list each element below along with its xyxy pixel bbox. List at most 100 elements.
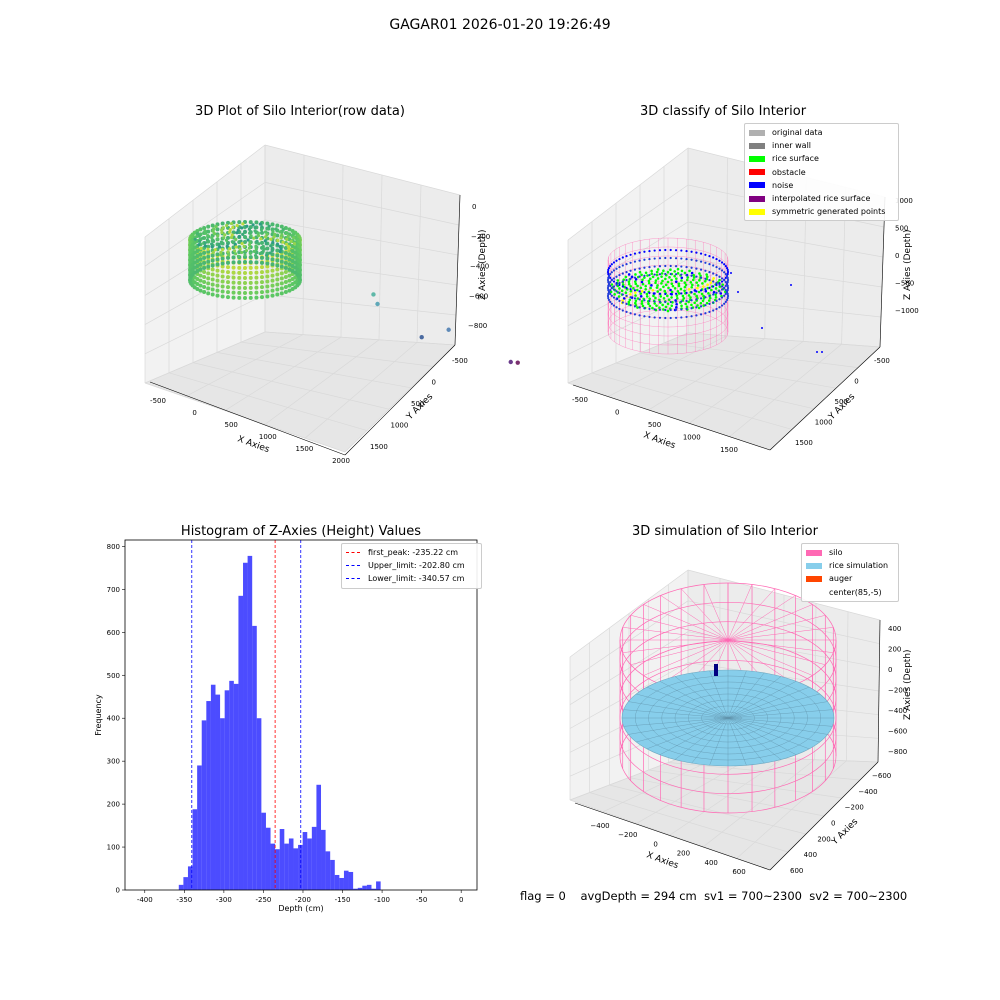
panel3-bar-16 <box>252 625 257 890</box>
panel2-legend-swatch-4 <box>749 182 765 189</box>
panel2-ztick-4: −1000 <box>895 307 919 315</box>
panel2-legend: original data inner wall rice surface obsta… <box>744 123 899 222</box>
panel3-bar-33 <box>330 859 335 890</box>
panel3-legend-item-1: Upper_limit: -202.80 cm <box>346 559 477 572</box>
panel3-bar-9 <box>220 718 225 890</box>
panel2-legend-label-5: interpolated rice surface <box>772 194 871 204</box>
panel3-title: Histogram of Z-Axies (Height) Values <box>180 524 422 539</box>
panel3-xtick-7: -50 <box>416 896 427 904</box>
panel3-axes-frame <box>124 539 478 891</box>
panel3-bar-24 <box>288 838 294 890</box>
panel3-ytick-7: 700 <box>107 586 120 594</box>
panel4-xtick-2: 0 <box>653 840 657 848</box>
panel4-ztick-5: −600 <box>888 728 907 736</box>
panel4-legend-item-0: silo <box>806 546 894 559</box>
panel2-ytick-0: 1500 <box>795 439 813 447</box>
panel3-legend-item-0: first_peak: -235.22 cm <box>346 546 477 559</box>
panel2-z-ticks: 1000 500 0 −500 −1000 <box>895 197 919 315</box>
panel2-legend-label-6: symmetric generated points <box>772 207 886 217</box>
panel2-legend-swatch-6 <box>749 208 765 215</box>
panel4-xtick-1: −200 <box>618 831 637 839</box>
panel4-title: 3D simulation of Silo Interior <box>632 524 818 539</box>
panel2-legend-item-4: noise <box>749 179 894 192</box>
panel1-back-right-pane <box>265 145 460 345</box>
panel4-ytick-5: −400 <box>858 788 877 796</box>
panel3-ytick-5: 500 <box>107 672 120 680</box>
panel3-ytick-8: 800 <box>107 543 120 551</box>
panel2-xtick-3: 1000 <box>683 434 701 442</box>
panel1-floor-pane <box>145 332 455 452</box>
panel3-bar-31 <box>321 829 326 890</box>
panel4-xlabel: X Axies <box>645 850 680 871</box>
footer-sv1: sv1 = 700~2300 <box>704 889 802 903</box>
panel3-bar-41 <box>366 884 372 890</box>
panel3-bar-27 <box>302 832 308 890</box>
panel3-bar-5 <box>201 720 207 890</box>
panel2-legend-item-6: symmetric generated points <box>749 205 894 218</box>
panel4-legend-swatch-0 <box>806 549 822 556</box>
footer-sv2: sv2 = 700~2300 <box>809 889 908 903</box>
panel1-silo-points <box>188 220 302 300</box>
panel1-ztick-0: 0 <box>472 203 476 211</box>
panel2-ztick-2: 0 <box>895 252 899 260</box>
panel2-legend-label-2: rice surface <box>772 154 819 164</box>
panel4-ytick-1: 400 <box>804 851 817 859</box>
panel2-legend-swatch-2 <box>749 155 765 162</box>
panel4-legend-swatch-1 <box>806 562 822 569</box>
panel3-bar-4 <box>197 765 202 890</box>
panel1-outlier-1 <box>375 301 380 307</box>
panel2-legend-item-0: original data <box>749 126 894 139</box>
panel3-ytick-6: 600 <box>107 629 120 637</box>
panel3-bar-19 <box>265 827 271 890</box>
panel1-ztick-2: −400 <box>470 263 489 271</box>
panel3-xlabel: Depth (cm) <box>278 904 323 913</box>
panel3-bar-15 <box>247 555 253 890</box>
panel2-legend-item-1: inner wall <box>749 139 894 152</box>
panel3-xtick-1: -350 <box>176 896 192 904</box>
panel4-zlabel: Z Axies (Depth) <box>903 649 913 720</box>
panel1-ytick-2: 500 <box>411 400 424 408</box>
panel2-noise-5 <box>730 272 732 274</box>
panel1-outlier-0 <box>371 292 376 297</box>
panel3-bar-13 <box>238 595 244 890</box>
panel2-zlabel: Z Axies (Depth) <box>903 229 913 300</box>
panel2-legend-item-3: obstacle <box>749 166 894 179</box>
panel3-bar-14 <box>243 562 248 890</box>
panel3-xtick-5: -150 <box>335 896 351 904</box>
panel4-floor-pane <box>570 755 878 870</box>
panel2-ztick-1: 500 <box>895 225 908 233</box>
panel1-ztick-4: −800 <box>468 322 487 330</box>
panel1-ytick-0: 1500 <box>370 443 388 451</box>
panel3-bar-38 <box>353 888 358 890</box>
panel3-xtick-4: -200 <box>295 896 311 904</box>
panel3-ytick-1: 100 <box>107 844 120 852</box>
panel4-legend-item-1: rice simulation <box>806 559 894 572</box>
panel4-legend-label-2: auger <box>829 574 853 584</box>
panel3-bar-34 <box>334 874 340 890</box>
panel2-xtick-2: 500 <box>648 421 661 429</box>
panel4-ztick-3: −200 <box>888 687 907 695</box>
panel1-xtick-0: -500 <box>150 397 166 405</box>
panel4-ytick-6: −600 <box>872 772 891 780</box>
panel3-bar-1 <box>183 877 188 890</box>
panel4-ytick-2: 200 <box>817 835 830 843</box>
panel2-title: 3D classify of Silo Interior <box>639 104 807 119</box>
panel3-xtick-2: -300 <box>216 896 232 904</box>
panel3-bar-20 <box>270 843 276 890</box>
panel3-bar-12 <box>233 683 239 890</box>
panel3-legend-label-2: Lower_limit: -340.57 cm <box>368 574 465 584</box>
panel2-back-left-pane <box>568 148 688 383</box>
panel2-legend-label-4: noise <box>772 180 794 190</box>
panel3-bar-8 <box>215 694 221 890</box>
panel3-ytick-2: 200 <box>107 801 120 809</box>
footer-avg-depth: avgDepth = 294 cm <box>580 889 697 903</box>
panel4-legend-item-3: center(85,-5) <box>806 586 894 599</box>
panel3-bar-37 <box>348 871 354 890</box>
panel2-classified-points <box>606 248 823 353</box>
panel3-bar-39 <box>357 887 363 890</box>
panel3-ytick-4: 400 <box>107 715 120 723</box>
panel2-legend-swatch-0 <box>749 129 765 136</box>
panel4-xtick-0: −400 <box>590 822 609 830</box>
